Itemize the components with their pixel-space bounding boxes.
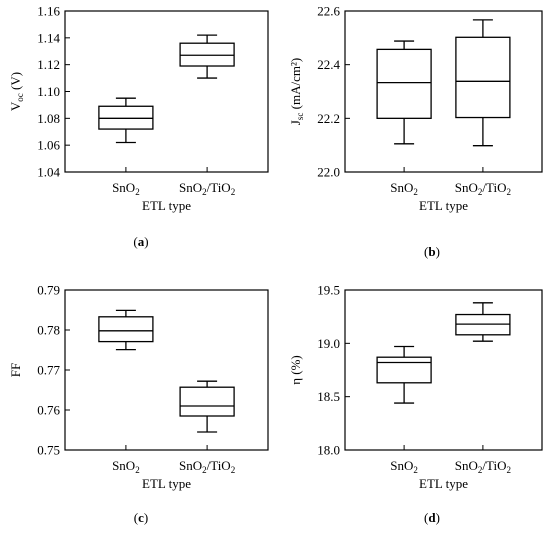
y-tick-label: 18.0 xyxy=(317,443,340,458)
y-tick-label: 22.6 xyxy=(317,4,340,19)
y-axis-title: Voc (V) xyxy=(8,72,25,111)
y-tick-label: 22.2 xyxy=(317,111,340,126)
plot-frame xyxy=(344,289,543,451)
plot-frame xyxy=(64,289,269,451)
y-tick-label: 0.79 xyxy=(37,283,60,298)
y-tick-label: 19.0 xyxy=(317,336,340,351)
y-tick-label: 0.78 xyxy=(37,323,60,338)
plot-frame xyxy=(344,10,543,173)
panel-label: (b) xyxy=(424,244,440,259)
x-axis-title: ETL type xyxy=(142,476,191,491)
y-tick-label: 19.5 xyxy=(317,283,340,298)
y-axis-title: FF xyxy=(8,363,23,377)
x-axis-title: ETL type xyxy=(419,198,468,213)
box-iqr xyxy=(455,36,511,119)
y-tick-label: 1.10 xyxy=(37,84,60,99)
box-iqr xyxy=(179,386,235,417)
plot-frame xyxy=(64,10,269,173)
y-tick-label: 1.12 xyxy=(37,57,60,72)
x-category-label: SnO2 xyxy=(390,180,418,197)
x-category-label: SnO2 xyxy=(112,458,140,475)
y-tick-label: 1.06 xyxy=(37,138,60,153)
y-tick-label: 0.77 xyxy=(37,363,60,378)
y-tick-label: 1.08 xyxy=(37,111,60,126)
y-tick-label: 22.4 xyxy=(317,57,340,72)
y-tick-label: 18.5 xyxy=(317,389,340,404)
y-axis-title: η (%) xyxy=(288,355,303,385)
panel-label: (a) xyxy=(133,234,148,249)
x-category-label: SnO2/TiO2 xyxy=(455,180,511,197)
y-tick-label: 1.14 xyxy=(37,30,60,45)
y-tick-label: 22.0 xyxy=(317,165,340,180)
y-tick-label: 0.75 xyxy=(37,443,60,458)
box-iqr xyxy=(98,105,154,130)
x-category-label: SnO2/TiO2 xyxy=(179,180,235,197)
x-category-label: SnO2 xyxy=(112,180,140,197)
box-iqr xyxy=(179,42,235,67)
y-axis-title: Jsc (mA/cm²) xyxy=(288,58,305,125)
box-iqr xyxy=(98,316,154,343)
y-tick-label: 1.16 xyxy=(37,4,60,19)
box-iqr xyxy=(376,356,432,384)
x-category-label: SnO2/TiO2 xyxy=(455,458,511,475)
panel-label: (d) xyxy=(424,510,440,525)
box-iqr xyxy=(376,48,432,119)
panel-a: 1.04 1.06 1.08 1.10 1.12 1.14 1.16 SnO2 SnO2/TiO… xyxy=(8,4,269,249)
x-category-label: SnO2/TiO2 xyxy=(179,458,235,475)
panel-label: (c) xyxy=(134,510,148,525)
y-tick-label: 1.04 xyxy=(37,165,60,180)
x-axis-title: ETL type xyxy=(419,476,468,491)
x-axis-title: ETL type xyxy=(142,198,191,213)
y-tick-label: 0.76 xyxy=(37,403,60,418)
x-category-label: SnO2 xyxy=(390,458,418,475)
